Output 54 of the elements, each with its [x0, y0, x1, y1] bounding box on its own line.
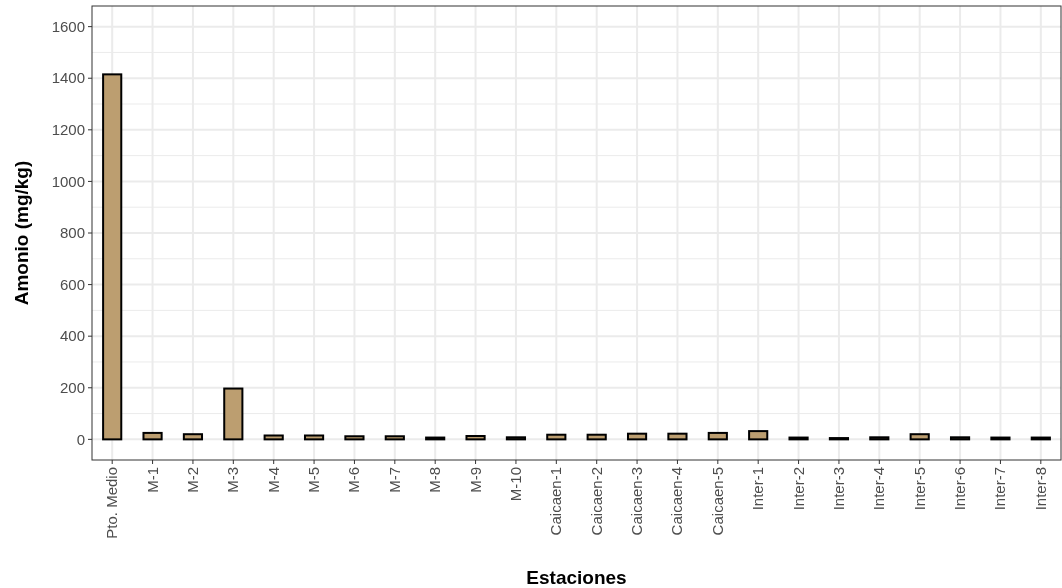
x-tick-label: M-10 [506, 467, 524, 502]
x-axis-title: Estaciones [526, 567, 627, 588]
x-tick-label: M-6 [345, 467, 363, 493]
y-tick-label: 600 [59, 275, 85, 293]
y-tick-label: 800 [59, 224, 85, 242]
x-tick-label: Caicaen-5 [708, 467, 726, 536]
bar [344, 435, 365, 441]
bar [223, 387, 244, 441]
bar [586, 433, 607, 441]
bar [707, 431, 728, 441]
x-tick-label: M-1 [143, 467, 161, 493]
x-tick-label: Inter-1 [749, 467, 767, 511]
x-tick-label: Inter-8 [1031, 467, 1049, 511]
y-tick-label: 0 [76, 430, 85, 448]
y-tick-label: 1000 [51, 172, 85, 190]
bar [949, 436, 971, 441]
x-tick-label: Caicaen-3 [628, 467, 646, 536]
bar [626, 432, 648, 441]
bar [102, 73, 123, 441]
x-tick-label: M-7 [385, 467, 403, 493]
bar [869, 436, 890, 441]
x-tick-label: Inter-4 [870, 467, 888, 511]
x-tick-label: Inter-6 [951, 467, 969, 511]
x-tick-label: Inter-5 [910, 467, 928, 511]
x-tick-label: M-5 [305, 467, 323, 493]
x-tick-label: M-4 [264, 467, 282, 493]
y-axis-title: Amonio (mg/kg) [11, 160, 32, 306]
bar [182, 433, 204, 441]
x-tick-label: M-3 [224, 467, 242, 493]
y-tick-label: 200 [59, 379, 85, 397]
x-tick-label: M-2 [183, 467, 201, 493]
x-tick-label: M-9 [466, 467, 484, 493]
bar [303, 434, 325, 441]
x-tick-label: Inter-7 [991, 467, 1009, 511]
bar [263, 434, 284, 441]
x-tick-label: Pto. Medio [103, 467, 121, 539]
y-tick-label: 1600 [51, 17, 85, 35]
bar [505, 436, 527, 441]
x-tick-label: Caicaen-1 [547, 467, 565, 536]
x-tick-label: Caicaen-2 [587, 467, 605, 536]
x-tick-label: Inter-2 [789, 467, 807, 511]
x-tick-label: Caicaen-4 [668, 467, 686, 536]
x-tick-label: M-8 [426, 467, 444, 493]
bar [465, 435, 486, 441]
bar [667, 432, 688, 441]
y-tick-label: 1400 [51, 69, 85, 87]
bar [748, 430, 769, 441]
y-tick-label: 400 [59, 327, 85, 345]
x-tick-label: Inter-3 [829, 467, 847, 511]
bar [546, 433, 567, 441]
y-tick-label: 1200 [51, 121, 85, 139]
bar [142, 431, 163, 441]
bar [384, 435, 405, 441]
bar [909, 433, 930, 441]
